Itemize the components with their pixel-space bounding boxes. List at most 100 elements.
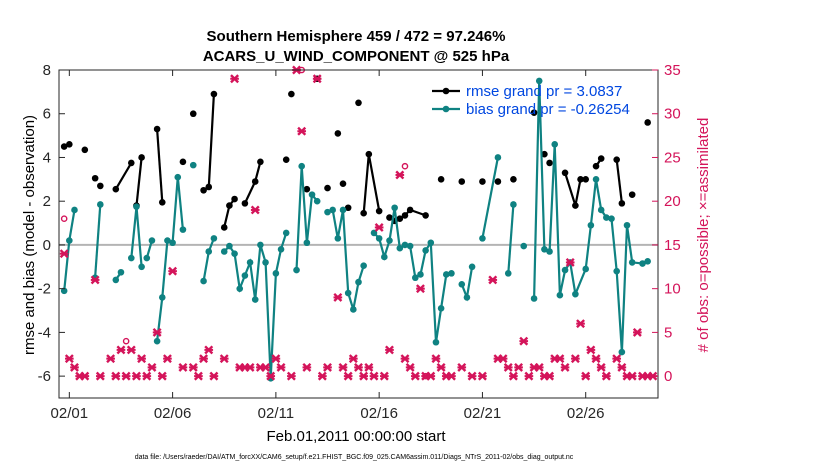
obs-assimilated-marker	[312, 74, 322, 84]
obs-possible-marker	[422, 372, 429, 380]
rmse-point	[153, 125, 161, 133]
bias-point	[169, 239, 176, 247]
bias-point	[339, 206, 347, 214]
rmse-point	[510, 176, 517, 183]
obs-assimilated-marker	[132, 371, 141, 381]
bias-point	[117, 268, 125, 276]
y2-tick-label: 30	[664, 106, 681, 123]
rmse-line	[156, 128, 164, 203]
bias-point	[391, 204, 398, 212]
obs-assimilated-marker	[457, 362, 467, 372]
bias-point	[510, 201, 517, 208]
bias-point	[66, 237, 73, 244]
bias-point	[293, 266, 300, 274]
bias-point	[556, 291, 564, 299]
bias-point	[220, 248, 228, 255]
obs-possible-marker	[60, 215, 68, 222]
obs-assimilated-marker	[410, 371, 420, 381]
data-file-footer: data file: /Users/raeder/DAI/ATM_forcXX/…	[135, 454, 574, 461]
obs-assimilated-marker	[498, 354, 508, 364]
rmse-point	[597, 155, 605, 162]
obs-assimilated-marker	[369, 371, 379, 381]
rmse-point	[282, 156, 290, 163]
rmse-point	[60, 143, 68, 150]
rmse-point	[200, 186, 207, 194]
obs-possible-marker	[122, 337, 130, 345]
obs-assimilated-marker	[519, 336, 529, 346]
y-tick-label: 0	[43, 237, 51, 254]
bias-point	[370, 229, 378, 237]
obs-assimilated-marker	[106, 354, 116, 364]
rmse-point	[66, 141, 73, 148]
bias-point	[277, 246, 285, 253]
rmse-point	[541, 150, 548, 158]
x-tick-label: 02/26	[567, 405, 605, 422]
bias-point	[355, 278, 362, 286]
obs-assimilated-marker	[302, 362, 312, 372]
bias-point	[324, 208, 331, 216]
bias-point	[463, 294, 471, 301]
plot-area	[59, 65, 658, 382]
bias-point	[608, 215, 615, 222]
obs-assimilated-marker	[338, 362, 348, 372]
rmse-point	[81, 146, 89, 154]
obs-assimilated-marker	[354, 362, 363, 372]
bias-point	[200, 277, 207, 285]
y-tick-label: -4	[38, 324, 51, 341]
bias-point	[530, 295, 538, 302]
rmse-point	[577, 176, 584, 183]
obs-assimilated-marker	[514, 362, 524, 372]
obs-assimilated-marker	[601, 371, 611, 381]
rmse-point	[386, 214, 393, 221]
y-tick-label: 4	[43, 149, 51, 166]
bias-point	[468, 263, 476, 271]
bias-point	[262, 259, 269, 266]
bias-point	[458, 280, 466, 288]
bias-point	[587, 221, 595, 229]
obs-assimilated-marker	[261, 362, 271, 372]
rmse-point	[241, 200, 249, 207]
obs-assimilated-marker	[524, 371, 534, 381]
obs-assimilated-marker	[152, 327, 162, 337]
rmse-point	[334, 130, 342, 137]
rmse-point	[644, 119, 651, 126]
rmse-point	[97, 182, 104, 190]
y-tick-label: 8	[43, 62, 51, 79]
bias-point	[298, 162, 305, 170]
bias-line	[94, 204, 102, 278]
bias-point	[427, 239, 435, 247]
bias-point	[412, 274, 419, 282]
obs-assimilated-marker	[348, 354, 358, 364]
rmse-point	[355, 99, 362, 107]
obs-assimilated-marker	[199, 354, 209, 364]
bias-point	[329, 206, 336, 214]
obs-assimilated-marker	[126, 345, 136, 355]
obs-assimilated-marker	[591, 354, 601, 364]
bias-point	[628, 259, 636, 266]
bias-point	[158, 294, 166, 301]
obs-assimilated-marker	[286, 371, 296, 381]
obs-possible-marker	[401, 162, 409, 170]
y-axis-label: rmse and bias (model - observation)	[21, 115, 38, 355]
bias-point	[479, 235, 486, 242]
bias-point	[210, 235, 218, 242]
rmse-point	[530, 109, 538, 116]
rmse-point	[220, 224, 228, 231]
bias-point	[164, 237, 171, 244]
obs-assimilated-marker	[565, 257, 575, 267]
obs-assimilated-marker	[64, 354, 74, 364]
rmse-point	[251, 178, 259, 185]
bias-point	[251, 296, 259, 303]
rmse-point	[127, 159, 135, 167]
rmse-point	[210, 90, 218, 98]
chart-subtitle: ACARS_U_WIND_COMPONENT @ 525 hPa	[203, 48, 510, 65]
obs-assimilated-marker	[250, 205, 260, 215]
rmse-line	[114, 162, 133, 190]
bias-point	[437, 305, 445, 312]
obs-assimilated-marker	[560, 362, 570, 372]
obs-assimilated-marker	[436, 362, 446, 372]
bias-line	[507, 204, 515, 274]
bias-point	[406, 242, 414, 250]
rmse-point	[592, 162, 600, 170]
obs-assimilated-marker	[121, 371, 131, 381]
